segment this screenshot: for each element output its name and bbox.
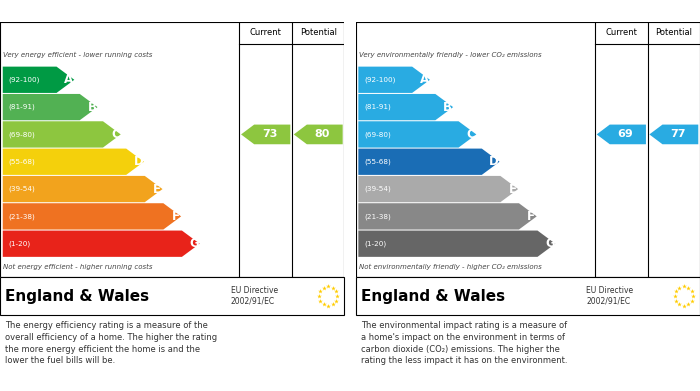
Polygon shape [3,176,162,202]
Text: Energy Efficiency Rating: Energy Efficiency Rating [5,6,149,16]
Text: Current: Current [250,28,281,37]
Polygon shape [358,94,453,120]
Text: (81-91): (81-91) [8,104,36,110]
Text: Potential: Potential [300,28,337,37]
Polygon shape [3,231,200,257]
Text: (39-54): (39-54) [364,186,391,192]
Text: F: F [172,210,180,223]
Polygon shape [3,203,181,230]
Text: (92-100): (92-100) [364,77,395,83]
Text: E: E [509,183,517,196]
Text: B: B [443,100,452,114]
Text: A: A [420,73,429,86]
Text: 69: 69 [617,129,633,140]
Text: C: C [467,128,475,141]
Text: Potential: Potential [655,28,692,37]
Polygon shape [294,125,343,144]
Text: (69-80): (69-80) [364,131,391,138]
Text: E: E [153,183,161,196]
Polygon shape [358,149,500,175]
Polygon shape [358,203,537,230]
Text: EU Directive
2002/91/EC: EU Directive 2002/91/EC [231,286,278,306]
Text: F: F [527,210,536,223]
Text: Current: Current [606,28,637,37]
Text: (69-80): (69-80) [8,131,36,138]
Text: (55-68): (55-68) [8,158,36,165]
Polygon shape [358,121,476,147]
Text: Environmental Impact (CO₂) Rating: Environmental Impact (CO₂) Rating [360,6,567,16]
Text: (55-68): (55-68) [364,158,391,165]
Polygon shape [596,125,646,144]
Text: A: A [64,73,74,86]
Text: C: C [111,128,120,141]
Text: (81-91): (81-91) [364,104,391,110]
Text: Not environmentally friendly - higher CO₂ emissions: Not environmentally friendly - higher CO… [359,264,542,271]
Text: D: D [489,155,499,168]
Text: The energy efficiency rating is a measure of the
overall efficiency of a home. T: The energy efficiency rating is a measur… [5,321,217,366]
Polygon shape [241,125,290,144]
Polygon shape [358,66,430,93]
Polygon shape [358,176,518,202]
Text: Very environmentally friendly - lower CO₂ emissions: Very environmentally friendly - lower CO… [359,52,542,58]
Text: 80: 80 [314,129,330,140]
Text: (21-38): (21-38) [8,213,36,220]
Text: (92-100): (92-100) [8,77,40,83]
Text: Not energy efficient - higher running costs: Not energy efficient - higher running co… [4,264,153,271]
Text: 77: 77 [670,129,685,140]
Polygon shape [358,231,555,257]
Text: G: G [545,237,555,250]
Text: (21-38): (21-38) [364,213,391,220]
Text: England & Wales: England & Wales [360,289,505,303]
Text: (39-54): (39-54) [8,186,36,192]
Text: D: D [134,155,143,168]
Polygon shape [3,66,74,93]
Text: (1-20): (1-20) [364,240,386,247]
Polygon shape [3,149,144,175]
Text: Very energy efficient - lower running costs: Very energy efficient - lower running co… [4,52,153,58]
Text: EU Directive
2002/91/EC: EU Directive 2002/91/EC [587,286,634,306]
Text: England & Wales: England & Wales [5,289,149,303]
Text: (1-20): (1-20) [8,240,31,247]
Text: 73: 73 [262,129,277,140]
Text: B: B [88,100,97,114]
Text: The environmental impact rating is a measure of
a home's impact on the environme: The environmental impact rating is a mea… [360,321,567,366]
Text: G: G [190,237,200,250]
Polygon shape [3,121,120,147]
Polygon shape [3,94,97,120]
Polygon shape [650,125,699,144]
